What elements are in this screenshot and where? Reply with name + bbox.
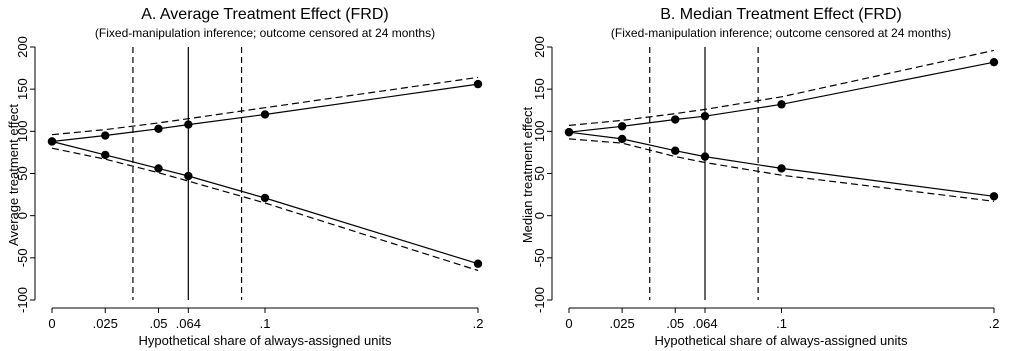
x-tick-label: .05 — [666, 316, 684, 331]
x-tick-label: .2 — [989, 316, 1000, 331]
data-point — [184, 171, 193, 181]
data-point — [777, 164, 786, 173]
data-point — [260, 110, 270, 119]
y-tick-label: 100 — [15, 120, 30, 142]
x-axis-label: Hypothetical share of always-assigned un… — [655, 333, 908, 348]
x-tick-label: .2 — [473, 316, 484, 331]
y-tick-label: 0 — [15, 212, 30, 219]
panel-a: A. Average Treatment Effect (FRD) (Fixed… — [6, 6, 483, 348]
x-tick-label: .025 — [609, 316, 634, 331]
x-tick-label: .064 — [176, 316, 201, 331]
data-point — [700, 111, 710, 121]
data-point — [154, 124, 163, 134]
x-tick-label: .064 — [692, 316, 717, 331]
series-line-upper-ci — [51, 76, 479, 136]
series-line-lower-ci — [51, 147, 479, 272]
data-point — [473, 79, 483, 89]
data-point — [473, 259, 483, 268]
data-point — [777, 100, 786, 109]
data-point — [989, 57, 999, 67]
y-tick-label: 100 — [532, 120, 547, 142]
y-tick-label: 200 — [15, 36, 30, 58]
y-tick-label: 50 — [15, 166, 30, 180]
series-line-upper-bound — [568, 61, 995, 133]
data-point — [989, 192, 999, 201]
x-tick-label: .1 — [776, 316, 787, 331]
chart-subtitle: (Fixed-manipulation inference; outcome c… — [95, 26, 435, 40]
data-point — [671, 146, 680, 155]
data-point — [700, 152, 710, 161]
y-axis-label: Average treatment effect — [6, 104, 21, 246]
x-tick-label: .05 — [149, 316, 167, 331]
data-point — [101, 131, 110, 140]
x-axis-label: Hypothetical share of always-assigned un… — [139, 333, 392, 348]
y-tick-label: -100 — [532, 287, 547, 313]
data-point — [617, 122, 627, 131]
x-tick-label: .025 — [93, 316, 118, 331]
x-tick-label: 0 — [565, 316, 572, 331]
data-point — [617, 134, 627, 144]
x-tick-label: 0 — [48, 316, 55, 331]
data-point — [154, 164, 163, 173]
y-tick-label: -100 — [15, 287, 30, 313]
y-tick-label: -50 — [15, 248, 30, 267]
y-axis-label: Median treatment effect — [520, 106, 535, 243]
y-tick-label: 150 — [532, 78, 547, 100]
x-tick-label: .1 — [260, 316, 271, 331]
data-point — [260, 193, 270, 203]
chart-title: B. Median Treatment Effect (FRD) — [660, 6, 902, 23]
data-point — [184, 120, 193, 129]
data-point — [671, 115, 680, 124]
y-tick-label: 50 — [532, 166, 547, 180]
series-line-upper-bound — [51, 83, 479, 143]
series-line-upper-ci — [568, 49, 995, 126]
y-tick-label: 150 — [15, 78, 30, 100]
data-point — [101, 150, 110, 160]
data-point — [47, 137, 57, 146]
chart-subtitle: (Fixed-manipulation inference; outcome c… — [611, 26, 951, 40]
y-tick-label: 200 — [532, 36, 547, 58]
series-line-lower-ci — [568, 138, 995, 202]
data-point — [564, 127, 574, 137]
panel-b: B. Median Treatment Effect (FRD) (Fixed-… — [520, 6, 999, 348]
chart-title: A. Average Treatment Effect (FRD) — [141, 6, 389, 23]
y-tick-label: -50 — [532, 248, 547, 267]
y-tick-label: 0 — [532, 212, 547, 219]
series-line-lower-bound — [51, 140, 479, 265]
series-line-lower-bound — [568, 131, 995, 197]
